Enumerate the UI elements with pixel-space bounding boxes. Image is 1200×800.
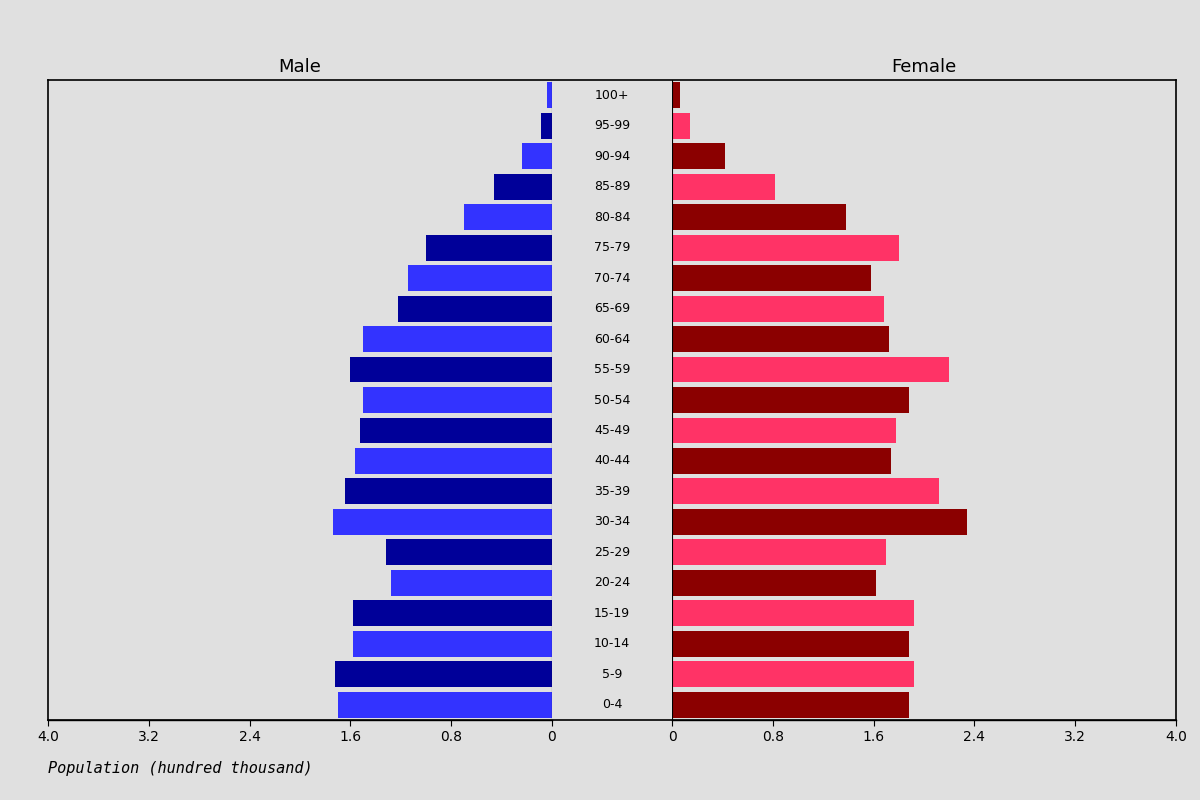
Bar [541,113,552,138]
Text: 20-24: 20-24 [594,576,630,590]
Bar [672,296,883,322]
Text: 70-74: 70-74 [594,271,630,285]
Bar [672,174,775,200]
Text: 80-84: 80-84 [594,210,630,224]
Bar [426,234,552,261]
Text: 0-4: 0-4 [602,698,622,711]
Bar [408,265,552,291]
Bar [364,387,552,413]
Bar [672,234,899,261]
Bar [350,357,552,382]
Title: Female: Female [892,58,956,76]
Text: 25-29: 25-29 [594,546,630,559]
Text: 65-69: 65-69 [594,302,630,315]
Bar [338,692,552,718]
Bar [360,418,552,443]
Bar [672,265,871,291]
Bar [355,448,552,474]
Bar [672,448,892,474]
Text: 55-59: 55-59 [594,363,630,376]
Text: 30-34: 30-34 [594,515,630,529]
Bar [672,82,679,108]
Bar [353,600,552,626]
Bar [547,82,552,108]
Text: 5-9: 5-9 [602,668,622,681]
Title: Male: Male [278,58,322,76]
Bar [494,174,552,200]
Bar [346,478,552,504]
Text: 90-94: 90-94 [594,150,630,162]
Bar [672,357,949,382]
Bar [672,539,886,566]
Text: 100+: 100+ [595,89,629,102]
Bar [672,631,908,657]
Bar [332,509,552,535]
Text: 45-49: 45-49 [594,424,630,437]
Bar [672,509,967,535]
Bar [672,387,908,413]
Bar [672,143,725,169]
Bar [335,662,552,687]
Text: 15-19: 15-19 [594,607,630,620]
Text: 50-54: 50-54 [594,394,630,406]
Bar [672,326,889,352]
Text: 40-44: 40-44 [594,454,630,467]
Bar [672,204,846,230]
Bar [522,143,552,169]
Text: 60-64: 60-64 [594,333,630,346]
Text: 10-14: 10-14 [594,638,630,650]
Bar [391,570,552,596]
Text: 95-99: 95-99 [594,119,630,132]
Bar [672,692,908,718]
Bar [672,418,896,443]
Text: 75-79: 75-79 [594,241,630,254]
Bar [398,296,552,322]
Text: Population (hundred thousand): Population (hundred thousand) [48,761,313,776]
Bar [672,662,914,687]
Text: 35-39: 35-39 [594,485,630,498]
Bar [364,326,552,352]
Text: 85-89: 85-89 [594,180,630,193]
Bar [672,113,690,138]
Bar [353,631,552,657]
Bar [463,204,552,230]
Bar [385,539,552,566]
Bar [672,570,876,596]
Bar [672,600,914,626]
Bar [672,478,940,504]
